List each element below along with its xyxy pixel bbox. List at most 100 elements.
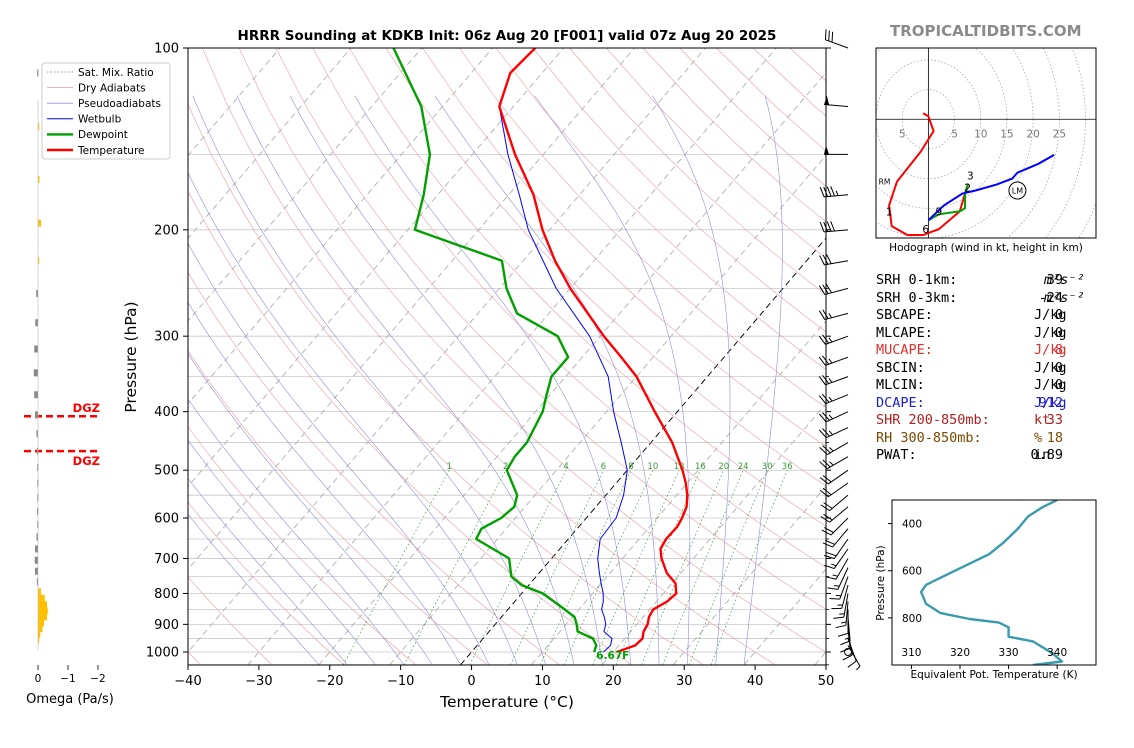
skewt-grid: 1 2 4 6 8 10 13 16 20 24 30 36	[188, 48, 826, 665]
dry-adiabat	[188, 271, 560, 665]
barb-full	[818, 356, 826, 366]
omega-bar	[38, 175, 40, 183]
barb-full	[825, 283, 833, 294]
wind-barb	[818, 355, 849, 366]
pseudoadiabat	[188, 477, 348, 665]
dry-adiabat	[495, 48, 826, 370]
legend-box	[41, 62, 171, 160]
mixing-ratio-label: 36	[782, 462, 793, 472]
wind-barb	[818, 393, 849, 405]
barb-full	[822, 542, 833, 548]
barb-full	[822, 374, 830, 384]
dgz-label: DGZ	[73, 454, 100, 468]
barb-half	[829, 461, 834, 466]
wind-barb	[833, 593, 849, 619]
stat-row: SHR 200-850mb: 33 kt	[876, 412, 1091, 430]
barb-full	[830, 186, 836, 197]
pseudoadiabat	[188, 172, 518, 665]
wind-barb	[825, 558, 849, 580]
wind-barb	[820, 494, 849, 512]
barb-full	[819, 447, 828, 455]
x-tick-label: −10	[387, 674, 414, 689]
hodograph-title: Hodograph (wind in kt, height in km)	[889, 242, 1083, 254]
barb-full	[847, 660, 857, 668]
wind-barb	[818, 374, 849, 386]
theta-e-line	[919, 500, 1064, 665]
stat-value: 18	[1046, 429, 1063, 446]
y-tick-label: 900	[154, 618, 179, 633]
hodograph-plot	[876, 48, 1096, 238]
barb-shaft	[833, 548, 849, 569]
stat-row: MUCAPE: 8 J/kg	[876, 342, 1091, 360]
stat-label: RH 300-850mb:	[876, 429, 982, 446]
hodograph-height-label: 1	[886, 206, 893, 218]
dry-adiabat	[238, 48, 826, 653]
barb-shaft	[829, 506, 849, 523]
omega-bar	[38, 123, 40, 131]
barb-full	[823, 502, 833, 509]
dry-adiabat	[188, 190, 632, 665]
barb-half	[841, 621, 847, 624]
omega-bar	[38, 636, 40, 644]
wind-barb	[819, 221, 849, 233]
omega-tick-label: 0	[35, 673, 42, 685]
barb-half	[839, 613, 845, 615]
wind-barb	[824, 538, 849, 560]
stat-row: SBCAPE: 0 J/kg	[876, 307, 1091, 325]
omega-bar	[36, 533, 38, 541]
barb-half	[828, 414, 833, 420]
dry-adiabat	[459, 48, 826, 408]
stat-value: 0	[1054, 359, 1063, 376]
stat-label: SBCIN:	[876, 359, 925, 376]
barb-full	[824, 527, 834, 533]
omega-bar	[38, 613, 47, 621]
stat-value: -24	[1038, 289, 1063, 306]
wind-barb	[818, 283, 849, 296]
y-tick-label: 800	[154, 587, 179, 602]
omega-tick-label: −2	[90, 673, 105, 685]
omega-bars: 0 −1 −2 Omega (Pa/s)	[26, 69, 114, 707]
wind-barb	[819, 186, 849, 198]
stat-label: SRH 0-1km:	[876, 272, 958, 288]
legend-entry: Dewpoint	[78, 129, 128, 141]
legend-entry: Wetbulb	[78, 114, 122, 126]
barb-full	[823, 221, 829, 232]
barb-shaft	[824, 229, 849, 233]
stat-value: 0	[1054, 324, 1063, 341]
omega-bar	[37, 69, 39, 77]
barb-full	[824, 554, 835, 560]
stat-label: MLCIN:	[876, 377, 925, 393]
wind-barb	[819, 482, 849, 498]
pseudoadiabat	[188, 513, 320, 665]
barb-full	[822, 284, 829, 294]
wind-barb	[829, 576, 849, 600]
wind-barb	[819, 456, 849, 470]
omega-bar	[38, 619, 44, 627]
barb-shaft	[825, 335, 849, 345]
barb-full	[831, 31, 834, 43]
barb-half	[834, 584, 840, 587]
y-tick-label: 1000	[146, 646, 179, 661]
barb-full	[819, 477, 829, 485]
barb-full	[828, 30, 830, 42]
stat-label: MUCAPE:	[876, 342, 933, 358]
omega-bar	[38, 625, 43, 633]
barb-full	[820, 504, 830, 512]
y-tick-label: 400	[154, 405, 179, 420]
barb-full	[818, 429, 827, 439]
barb-full	[818, 310, 826, 320]
barb-full	[837, 632, 849, 637]
omega-bar	[34, 391, 38, 399]
mixing-ratio-label: 4	[563, 462, 568, 472]
mixing-ratio-line	[469, 470, 567, 665]
barb-shaft	[826, 427, 849, 439]
barb-half	[856, 665, 861, 671]
theta-x-tick-label: 340	[1047, 647, 1067, 659]
stat-unit: m²s⁻²	[1044, 272, 1085, 288]
pseudoadiabat	[188, 301, 461, 665]
stat-value: 39	[1046, 272, 1063, 288]
pseudoadiabat	[354, 95, 631, 665]
barb-half	[835, 595, 842, 597]
barb-shaft	[845, 601, 849, 626]
stat-label: SBCAPE:	[876, 307, 933, 323]
